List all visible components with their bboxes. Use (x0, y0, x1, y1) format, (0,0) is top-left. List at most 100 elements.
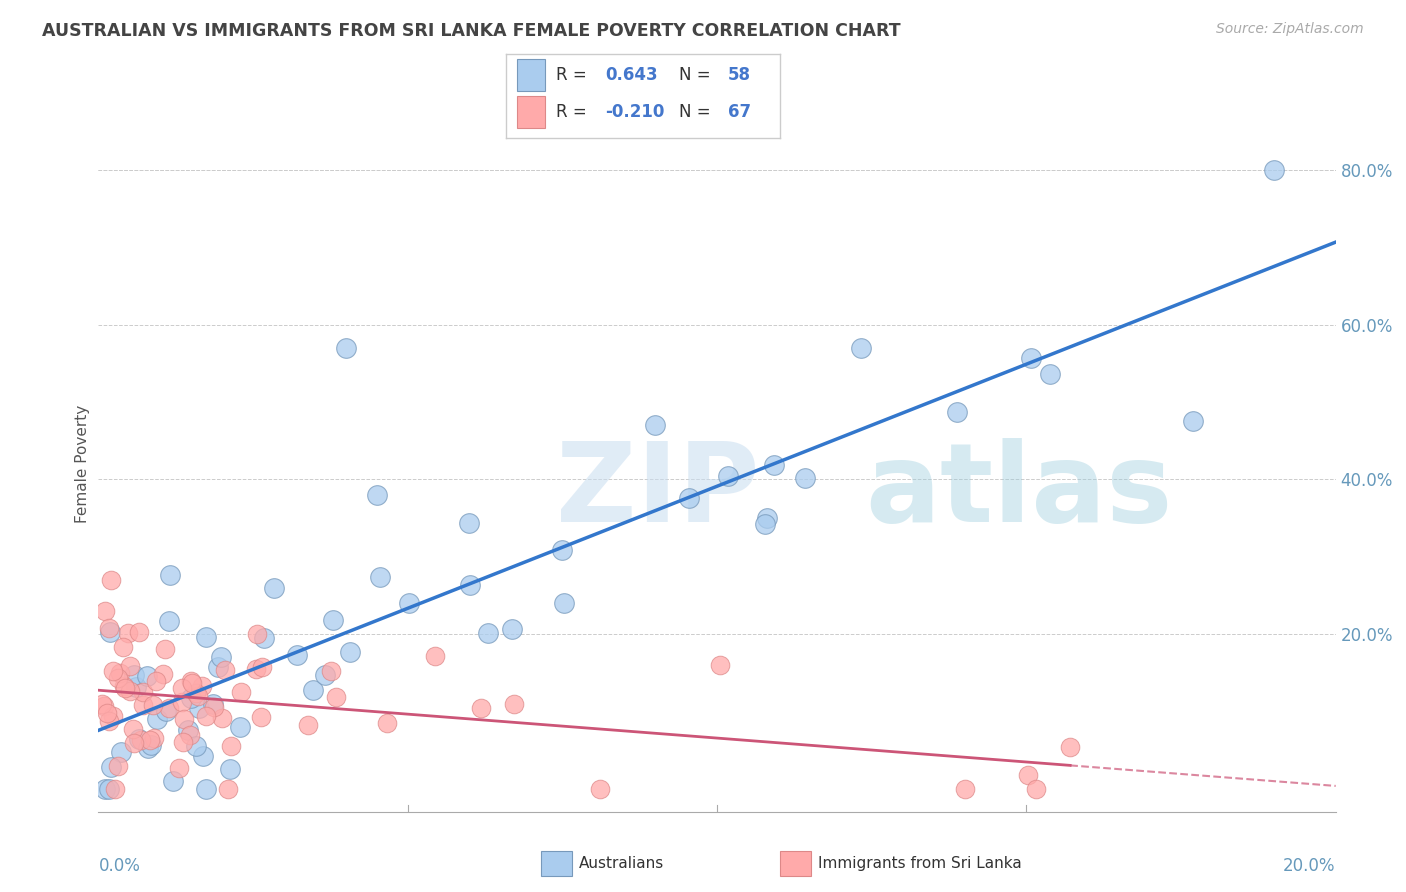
Point (946, 405, 969, 419)
Point (173, 712, 195, 726)
Point (502, 697, 524, 711)
FancyBboxPatch shape (517, 59, 544, 91)
Point (211, 710, 233, 724)
Point (209, 649, 232, 664)
Text: Immigrants from Sri Lanka: Immigrants from Sri Lanka (818, 856, 1022, 871)
Point (762, 458, 785, 472)
Point (644, 418, 666, 433)
Point (180, 690, 202, 705)
Point (229, 720, 252, 734)
Point (118, 659, 141, 673)
Point (553, 596, 575, 610)
Point (100, 760, 122, 774)
Text: AUSTRALIAN VS IMMIGRANTS FROM SRI LANKA FEMALE POVERTY CORRELATION CHART: AUSTRALIAN VS IMMIGRANTS FROM SRI LANKA … (42, 22, 901, 40)
Text: 0.0%: 0.0% (98, 857, 141, 875)
Point (184, 685, 207, 699)
Point (114, 681, 136, 696)
Point (458, 578, 481, 592)
Point (1181, 414, 1204, 428)
Point (142, 698, 165, 712)
Text: ZIP: ZIP (557, 438, 759, 545)
Point (143, 731, 166, 745)
Point (138, 732, 160, 747)
Point (93, 699, 115, 714)
Point (104, 781, 127, 796)
Point (97, 714, 120, 728)
Point (1263, 163, 1285, 178)
Point (717, 468, 740, 483)
Text: atlas: atlas (866, 438, 1173, 545)
Point (187, 689, 209, 703)
Point (297, 718, 319, 732)
Point (250, 710, 273, 724)
Point (219, 739, 242, 753)
Point (117, 625, 139, 640)
Point (122, 668, 145, 682)
Point (172, 681, 194, 695)
Point (214, 663, 236, 677)
Text: R =: R = (555, 103, 592, 121)
Point (501, 622, 523, 636)
Y-axis label: Female Poverty: Female Poverty (75, 405, 90, 523)
Text: 0.643: 0.643 (605, 66, 658, 84)
Text: R =: R = (555, 66, 592, 84)
Point (184, 739, 207, 753)
Point (1019, 351, 1042, 365)
Point (187, 701, 209, 715)
Point (108, 666, 131, 681)
Point (145, 712, 167, 726)
Point (263, 581, 285, 595)
Point (172, 735, 194, 749)
Point (245, 662, 267, 676)
Point (191, 749, 214, 764)
Point (98, 624, 121, 639)
Point (128, 732, 150, 747)
Point (152, 666, 174, 681)
Point (398, 596, 420, 610)
Text: 20.0%: 20.0% (1284, 857, 1336, 875)
Point (1039, 368, 1062, 382)
Point (180, 673, 202, 688)
Point (93, 604, 115, 618)
Point (1017, 768, 1039, 782)
Point (458, 516, 481, 530)
Point (93, 781, 115, 796)
Point (477, 625, 499, 640)
Point (121, 723, 143, 737)
Point (339, 645, 361, 659)
Text: 58: 58 (728, 66, 751, 84)
Point (1025, 781, 1047, 796)
Point (107, 671, 129, 685)
Point (159, 701, 181, 715)
Point (1059, 739, 1081, 754)
Point (110, 745, 132, 759)
Point (678, 491, 700, 506)
Text: Australians: Australians (579, 856, 665, 871)
Point (170, 695, 193, 709)
Point (194, 630, 217, 644)
Point (194, 781, 217, 796)
Point (181, 676, 204, 690)
Point (129, 733, 152, 747)
Point (207, 660, 229, 674)
Point (250, 660, 273, 674)
Point (756, 511, 779, 525)
Text: 67: 67 (728, 103, 751, 121)
Point (375, 715, 398, 730)
Point (155, 641, 177, 656)
Point (325, 690, 347, 705)
Point (112, 679, 135, 693)
Point (101, 709, 124, 723)
Point (131, 684, 153, 698)
Point (100, 573, 122, 587)
Point (314, 668, 336, 682)
Point (122, 735, 145, 749)
Point (246, 627, 269, 641)
Point (139, 738, 162, 752)
Text: -0.210: -0.210 (605, 103, 664, 121)
Point (155, 705, 177, 719)
Point (425, 648, 447, 663)
Point (124, 680, 146, 694)
Point (321, 664, 343, 678)
Point (179, 728, 201, 742)
